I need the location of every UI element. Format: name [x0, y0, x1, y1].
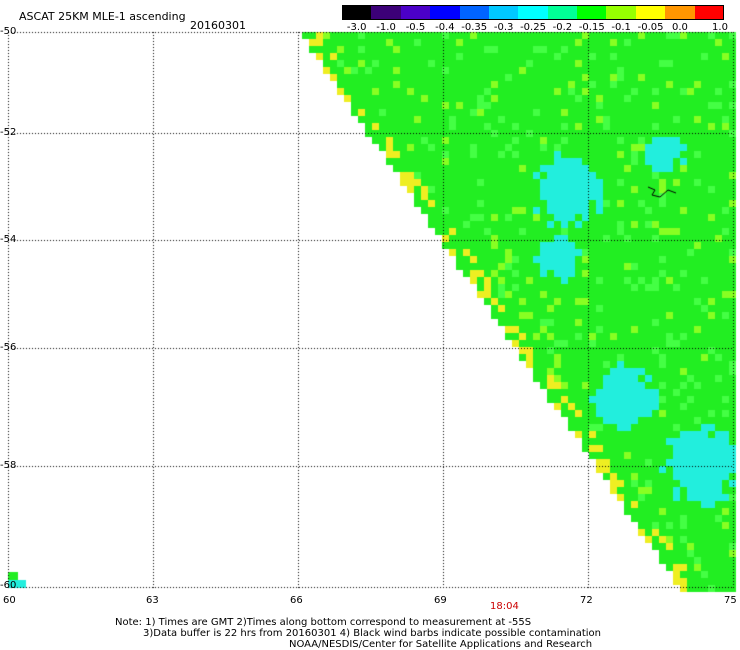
colorbar: [342, 5, 725, 20]
colorbar-label: -0.4: [435, 22, 455, 33]
colorbar-label: -0.1: [611, 22, 631, 33]
colorbar-segment: [459, 5, 490, 20]
lat-label: -56: [0, 342, 17, 353]
lat-label: -58: [0, 460, 17, 471]
colorbar-segment: [606, 5, 637, 20]
colorbar-label: -0.05: [637, 22, 664, 33]
colorbar-label: -0.3: [493, 22, 514, 33]
lon-label: 72: [580, 595, 593, 606]
colorbar-segment: [430, 5, 461, 20]
product-date: 20160301: [190, 19, 246, 32]
lat-label: -60: [0, 580, 17, 591]
colorbar-label: -0.15: [578, 22, 605, 33]
colorbar-segment: [371, 5, 402, 20]
product-title: ASCAT 25KM MLE-1 ascending: [19, 10, 186, 23]
colorbar-label: 1.0: [712, 22, 728, 33]
footer-credit: NOAA/NESDIS/Center for Satellite Applica…: [289, 639, 593, 650]
lon-label: 75: [724, 595, 737, 606]
colorbar-label: -0.35: [461, 22, 488, 33]
footer-note-1: Note: 1) Times are GMT 2)Times along bot…: [115, 617, 532, 628]
lon-label: 69: [434, 595, 447, 606]
colorbar-label: -3.0: [346, 22, 367, 33]
colorbar-segment: [518, 5, 549, 20]
colorbar-segment: [635, 5, 666, 20]
colorbar-label: 0.0: [671, 22, 688, 33]
colorbar-label: -0.2: [552, 22, 573, 33]
lon-label: 60: [3, 595, 16, 606]
colorbar-segment: [694, 5, 725, 20]
colorbar-segment: [400, 5, 431, 20]
lat-label: -54: [0, 234, 17, 245]
colorbar-label: -0.5: [405, 22, 426, 33]
lat-label: -50: [0, 26, 17, 37]
footer-note-2: 3)Data buffer is 22 hrs from 20160301 4)…: [143, 628, 601, 639]
lat-label: -52: [0, 127, 17, 138]
colorbar-segment: [488, 5, 519, 20]
colorbar-segment: [342, 5, 372, 20]
colorbar-label: -0.25: [520, 22, 546, 33]
colorbar-segment: [547, 5, 578, 20]
lon-label: 63: [146, 595, 159, 606]
lon-label: 66: [290, 595, 303, 606]
colorbar-segment: [665, 5, 696, 20]
colorbar-label: -1.0: [376, 22, 396, 33]
colorbar-segment: [577, 5, 607, 20]
pass-time: 18:04: [490, 601, 519, 612]
